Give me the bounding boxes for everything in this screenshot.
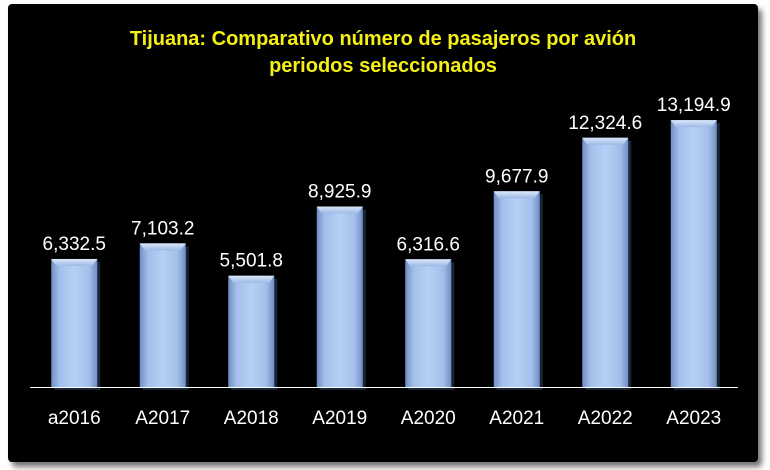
data-label-a2016: 6,332.5 xyxy=(43,234,106,255)
data-label-A2022: 12,324.6 xyxy=(568,113,642,134)
data-label-A2018: 5,501.8 xyxy=(220,251,283,272)
bar-body xyxy=(51,258,98,387)
bar-a2016 xyxy=(51,258,101,390)
bar-cap xyxy=(316,206,363,214)
bar-A2020 xyxy=(405,259,455,390)
x-tick-label-A2023: A2023 xyxy=(666,408,721,429)
bar-body xyxy=(228,275,275,387)
bar-cap xyxy=(405,259,452,267)
bar-cap xyxy=(228,275,275,283)
bar-A2023 xyxy=(670,120,720,390)
x-tick-label-A2022: A2022 xyxy=(578,408,633,429)
bar-A2017 xyxy=(139,243,189,390)
bar-chart: 6,332.5 a2016 7,103.2 A2017 5,501.8 A2018 8,92… xyxy=(30,95,738,429)
x-tick-label-a2016: a2016 xyxy=(48,408,101,429)
bar-A2018 xyxy=(228,275,278,390)
bar-cap xyxy=(493,191,540,199)
bar-A2019 xyxy=(316,206,366,390)
bar-body xyxy=(582,137,629,387)
chart-frame: Tijuana: Comparativo número de pasajeros… xyxy=(8,4,758,462)
bar-A2022 xyxy=(582,137,632,390)
chart-title: Tijuana: Comparativo número de pasajeros… xyxy=(129,28,637,50)
bar-body xyxy=(405,259,452,387)
bar-cap xyxy=(670,120,717,128)
data-label-A2019: 8,925.9 xyxy=(308,181,371,202)
x-tick-label-A2021: A2021 xyxy=(489,408,544,429)
chart-subtitle: periodos seleccionados xyxy=(269,55,497,77)
bar-cap xyxy=(582,137,629,145)
bar-cap xyxy=(51,258,98,266)
data-label-A2021: 9,677.9 xyxy=(485,166,548,187)
x-tick-label-A2017: A2017 xyxy=(135,408,190,429)
x-tick-label-A2018: A2018 xyxy=(224,408,279,429)
bar-body xyxy=(670,120,717,387)
bar-body xyxy=(139,243,186,387)
bar-A2021 xyxy=(493,191,543,390)
chart-title-block: Tijuana: Comparativo número de pasajeros… xyxy=(8,26,758,80)
x-tick-label-A2019: A2019 xyxy=(312,408,367,429)
data-label-A2023: 13,194.9 xyxy=(657,95,731,116)
x-tick-label-A2020: A2020 xyxy=(401,408,456,429)
bar-cap xyxy=(139,243,186,251)
bar-body xyxy=(316,206,363,387)
data-label-A2020: 6,316.6 xyxy=(397,234,460,255)
data-label-A2017: 7,103.2 xyxy=(131,218,194,239)
bar-body xyxy=(493,191,540,387)
